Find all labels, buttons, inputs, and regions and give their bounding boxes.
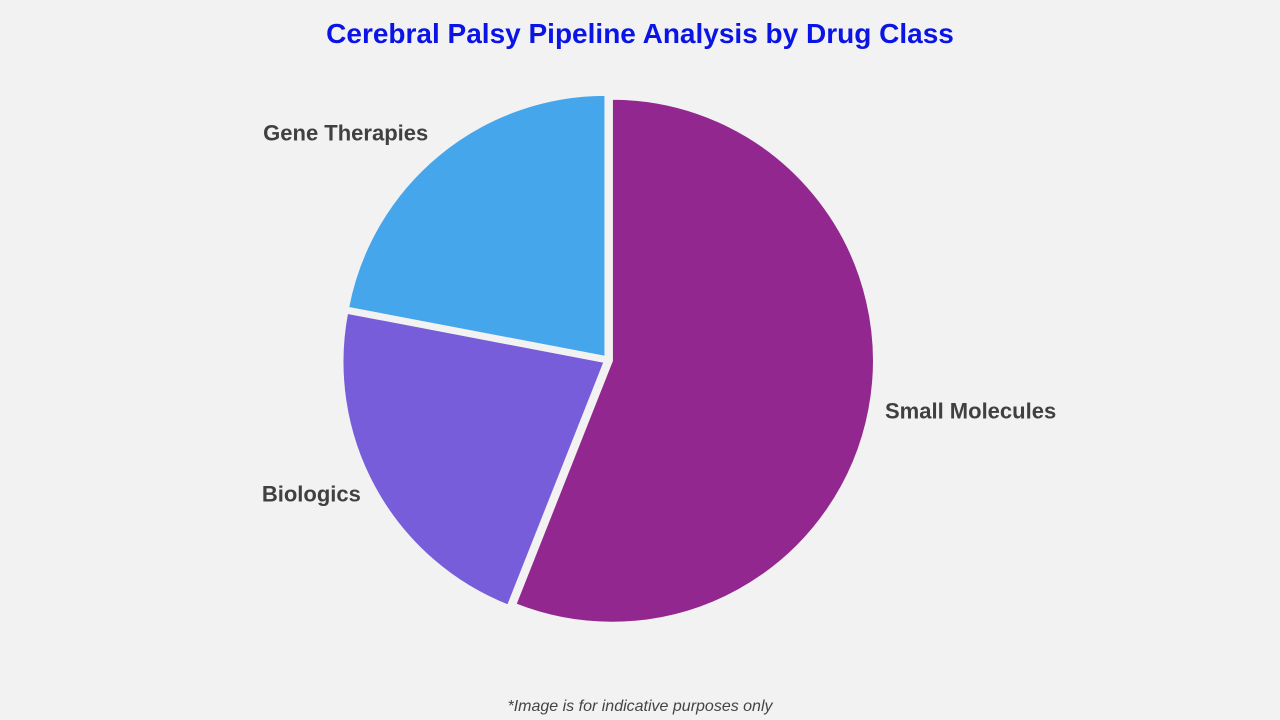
pie-slice-small-molecules xyxy=(514,97,875,624)
slice-label: Small Molecules xyxy=(885,399,1056,424)
slice-label: Gene Therapies xyxy=(263,121,428,146)
slice-label: Biologics xyxy=(262,482,361,507)
pie-slice-gene-therapies xyxy=(346,93,607,359)
footnote: *Image is for indicative purposes only xyxy=(507,698,773,715)
chart-title: Cerebral Palsy Pipeline Analysis by Drug… xyxy=(326,18,954,49)
pie-slice-biologics xyxy=(341,311,606,607)
